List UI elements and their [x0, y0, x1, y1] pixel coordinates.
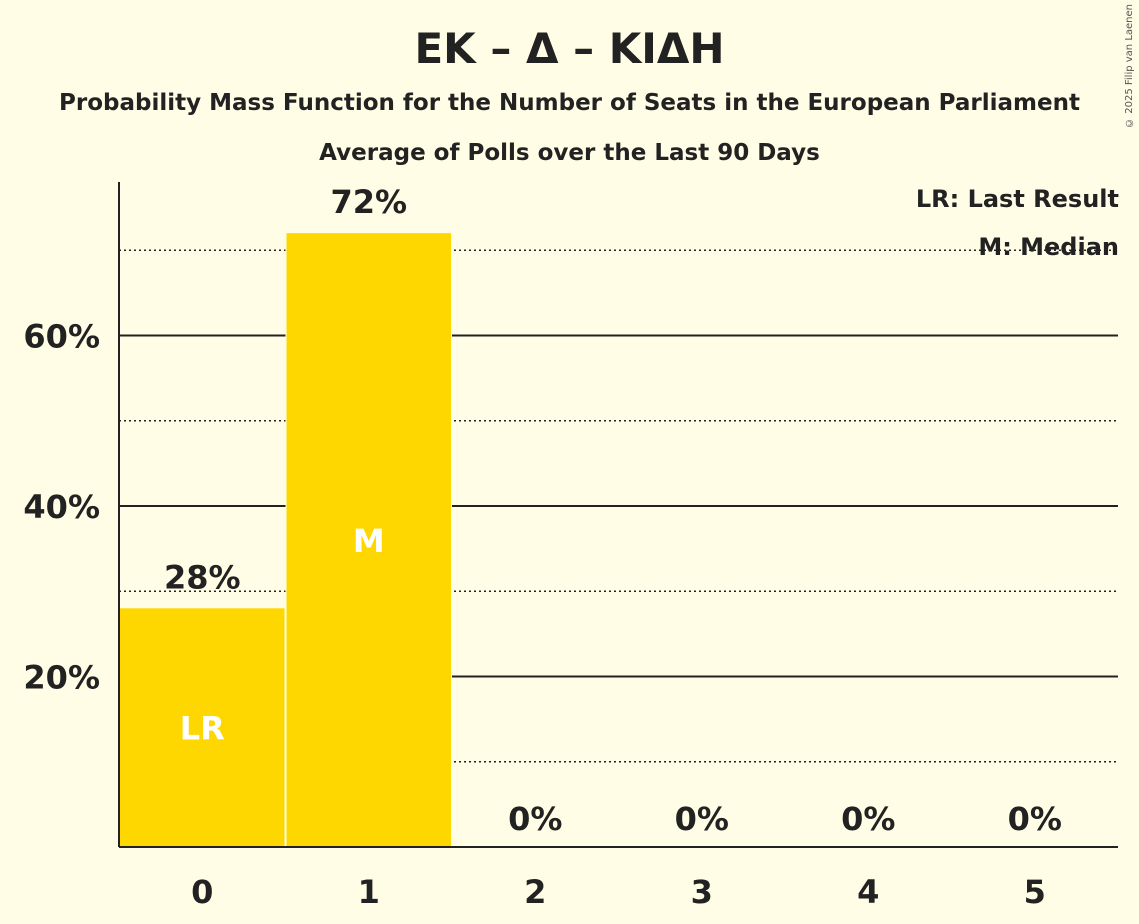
legend-median: M: Median [978, 233, 1119, 261]
bar-value-label: 0% [675, 800, 729, 838]
bar-marker-m: M [353, 522, 385, 560]
x-tick-label: 5 [1024, 873, 1046, 911]
x-tick-label: 3 [691, 873, 713, 911]
chart-title: ΕΚ – Δ – ΚΙΔΗ [414, 24, 725, 73]
chart-subtitle-polls: Average of Polls over the Last 90 Days [319, 140, 820, 166]
bar-marker-lr: LR [180, 710, 225, 748]
bar-value-label: 72% [330, 183, 407, 221]
y-tick-label: 60% [23, 317, 100, 355]
bar-value-label: 0% [841, 800, 895, 838]
x-tick-label: 2 [524, 873, 546, 911]
bar-1 [286, 233, 451, 848]
chart-subtitle: Probability Mass Function for the Number… [59, 90, 1080, 116]
x-tick-label: 4 [857, 873, 879, 911]
y-tick-label: 40% [23, 488, 100, 526]
bar-value-label: 0% [1008, 800, 1062, 838]
y-tick-label: 20% [23, 658, 100, 696]
x-tick-label: 1 [358, 873, 380, 911]
bar-value-label: 28% [164, 558, 241, 596]
bar-value-label: 0% [508, 800, 562, 838]
x-tick-label: 0 [191, 873, 213, 911]
bar-0 [120, 608, 285, 847]
legend-last-result: LR: Last Result [915, 185, 1119, 213]
